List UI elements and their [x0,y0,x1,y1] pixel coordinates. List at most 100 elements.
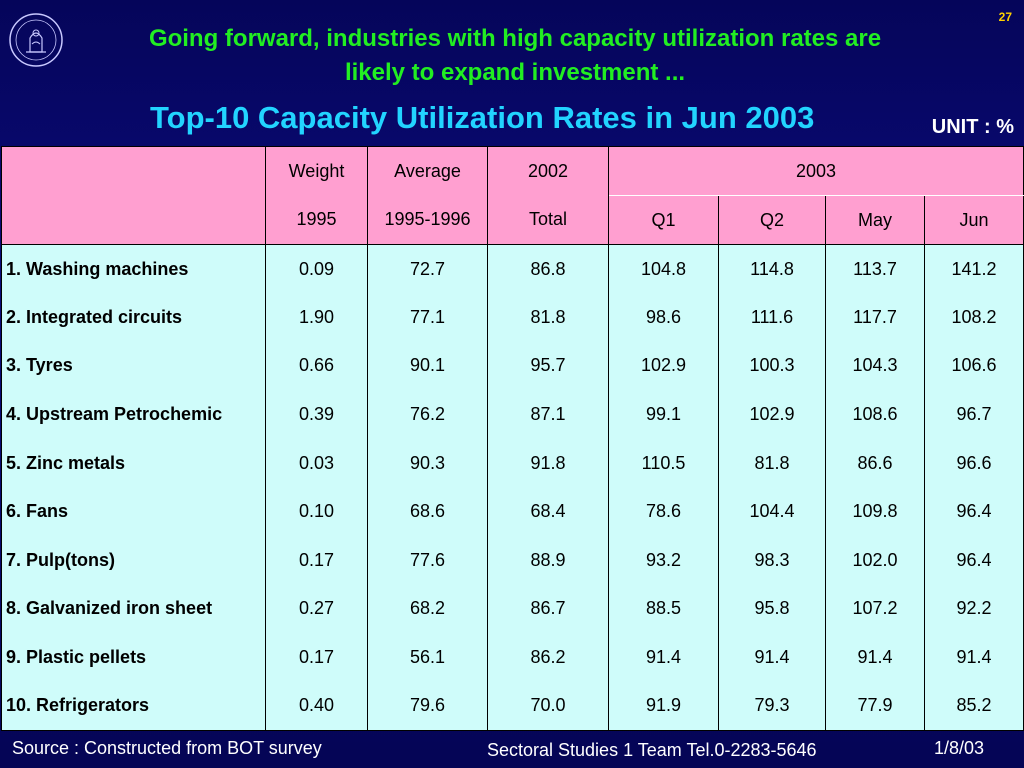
value-cell: 81.8 [718,438,826,488]
headline-line-2: likely to expand investment ... [344,59,686,86]
value-cell: 98.3 [718,536,826,585]
value-cell: 91.4 [718,633,826,682]
value-cell: 111.6 [718,293,826,342]
header-average: Average [367,146,488,196]
value-cell: 88.9 [487,536,609,585]
value-cell: 109.8 [825,487,925,537]
value-cell: 95.7 [487,341,609,391]
value-cell: 86.6 [825,438,925,488]
value-cell: 90.1 [367,341,488,391]
page-number: 27 [998,10,1012,24]
table-row: 6. Fans 0.10 68.6 68.4 78.6 104.4 109.8 96.4 [1,487,1024,537]
header-jun: Jun [923,195,1024,245]
value-cell: 68.2 [367,584,488,634]
industry-name-cell: 3. Tyres [1,341,266,391]
value-cell: 96.4 [923,487,1024,537]
value-cell: 86.2 [487,633,609,682]
value-cell: 90.3 [367,438,488,488]
value-cell: 77.9 [825,681,925,731]
value-cell: 104.3 [825,341,925,391]
value-cell: 100.3 [718,341,826,391]
value-cell: 79.6 [367,681,488,731]
industry-name-cell: 8. Galvanized iron sheet [1,584,266,634]
header-may: May [825,195,925,245]
value-cell: 0.09 [265,244,368,294]
value-cell: 107.2 [825,584,925,634]
table-row: 4. Upstream Petrochemic 0.39 76.2 87.1 99.1 1… [1,390,1024,439]
value-cell: 96.4 [923,536,1024,585]
unit-label: UNIT : % [931,116,1014,138]
value-cell: 78.6 [608,487,719,537]
value-cell: 110.5 [608,438,719,488]
header-weight: Weight [265,146,368,196]
value-cell: 68.4 [487,487,609,537]
value-cell: 87.1 [487,390,609,439]
value-cell: 102.0 [825,536,925,585]
value-cell: 96.6 [923,438,1024,488]
header-row-1: Weight Average 2002 2003 [1,146,1024,245]
value-cell: 88.5 [608,584,719,634]
value-cell: 77.1 [367,293,488,342]
table-row: 3. Tyres 0.66 90.1 95.7 102.9 100.3 104.3 106.6 [1,341,1024,391]
value-cell: 91.4 [825,633,925,682]
value-cell: 0.40 [265,681,368,731]
value-cell: 0.39 [265,390,368,439]
value-cell: 106.6 [923,341,1024,391]
header-corner [1,146,266,245]
header-2002: 2002 [487,146,609,196]
capacity-utilization-table: Weight Average 2002 2003 1995 1995-1996 … [1,146,1024,731]
table-row: 8. Galvanized iron sheet 0.27 68.2 86.7 88.5… [1,584,1024,634]
footer-team: Sectoral Studies 1 Team Tel.0-2283-5646 [487,740,817,760]
value-cell: 86.7 [487,584,609,634]
industry-name-cell: 5. Zinc metals [1,438,266,488]
value-cell: 92.2 [923,584,1024,634]
header-1995: 1995 [265,195,368,245]
value-cell: 91.4 [608,633,719,682]
table-row: 5. Zinc metals 0.03 90.3 91.8 110.5 81.8 86.6 9… [1,438,1024,488]
header-q1: Q1 [608,195,719,245]
header-row-2: 1995 1995-1996 Total Q1 Q2 May Jun [2,195,1024,245]
value-cell: 102.9 [718,390,826,439]
header-total: Total [487,195,609,245]
value-cell: 68.6 [367,487,488,537]
value-cell: 96.7 [923,390,1024,439]
industry-name-cell: 4. Upstream Petrochemic [1,390,266,439]
industry-name-cell: 10. Refrigerators [1,681,266,731]
table-title: Top-10 Capacity Utilization Rates in Jun… [150,100,815,135]
value-cell: 70.0 [487,681,609,731]
industry-name-cell: 9. Plastic pellets [1,633,266,682]
footer-source: Source : Constructed from BOT survey [12,738,322,758]
value-cell: 91.4 [923,633,1024,682]
value-cell: 0.03 [265,438,368,488]
value-cell: 98.6 [608,293,719,342]
header-1995-1996: 1995-1996 [367,195,488,245]
value-cell: 104.4 [718,487,826,537]
value-cell: 77.6 [367,536,488,585]
table-row: 1. Washing machines 0.09 72.7 86.8 104.8 114.… [1,244,1024,294]
value-cell: 72.7 [367,244,488,294]
value-cell: 81.8 [487,293,609,342]
headline-line-1: Going forward, industries with high capa… [148,25,882,52]
value-cell: 79.3 [718,681,826,731]
value-cell: 91.9 [608,681,719,731]
table-row: 9. Plastic pellets 0.17 56.1 86.2 91.4 91.4 91… [1,633,1024,682]
value-cell: 99.1 [608,390,719,439]
value-cell: 93.2 [608,536,719,585]
value-cell: 0.27 [265,584,368,634]
value-cell: 104.8 [608,244,719,294]
value-cell: 117.7 [825,293,925,342]
value-cell: 113.7 [825,244,925,294]
value-cell: 86.8 [487,244,609,294]
value-cell: 0.10 [265,487,368,537]
value-cell: 56.1 [367,633,488,682]
value-cell: 85.2 [923,681,1024,731]
value-cell: 102.9 [608,341,719,391]
table-row: 2. Integrated circuits 1.90 77.1 81.8 98.6 11… [1,293,1024,342]
industry-name-cell: 6. Fans [1,487,266,537]
table-row: 10. Refrigerators 0.40 79.6 70.0 91.9 79.3 77.… [1,681,1024,731]
industry-name-cell: 2. Integrated circuits [1,293,266,342]
header-2003: 2003 [607,146,1024,196]
footer-date: 1/8/03 [934,738,985,758]
value-cell: 91.8 [487,438,609,488]
value-cell: 0.17 [265,633,368,682]
